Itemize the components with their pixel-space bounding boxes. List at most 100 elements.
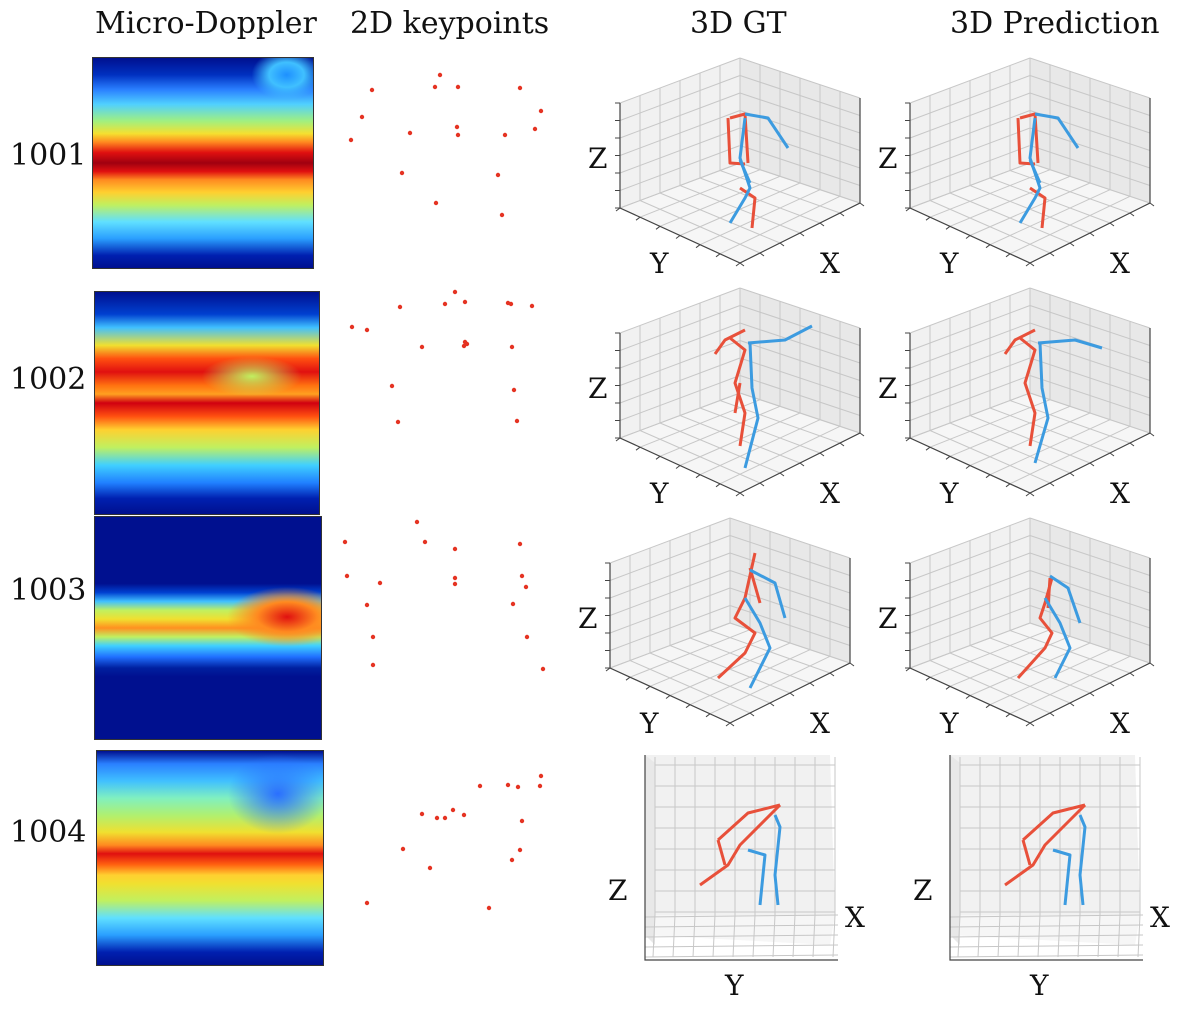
skeleton-limb-blue (1018, 117, 1042, 224)
skeleton-limb-blue (747, 848, 767, 906)
keypoint-dot (377, 580, 383, 586)
keypoint-dot (349, 324, 355, 330)
y-axis-label: Y (649, 477, 669, 508)
keypoint-dot (389, 383, 395, 389)
plot-3d-pred-1003: Z Y X (878, 517, 1155, 738)
micro-doppler-heatmap-1001 (92, 57, 314, 269)
header-micro-doppler: Micro-Doppler (95, 6, 317, 41)
skeleton-limb-red (729, 336, 747, 447)
keypoint-dot (342, 539, 348, 545)
plot-3d-pred-1004: Z Y X (913, 755, 1170, 1002)
keypoint-dot (442, 815, 448, 821)
keypoint-dot (450, 807, 456, 813)
keypoint-dot (432, 84, 438, 90)
x-axis-label: X (820, 247, 840, 278)
x-axis-label: X (845, 901, 865, 934)
keypoint-dot (455, 132, 461, 138)
skeleton-limb-blue (1028, 159, 1042, 184)
keypoints-2d-1001 (348, 72, 544, 218)
skeleton-limb-blue (738, 159, 752, 184)
keypoint-dot (434, 815, 440, 821)
z-axis-label: Z (578, 602, 597, 635)
header-3d-gt: 3D GT (690, 6, 787, 41)
x-axis-label: X (1150, 901, 1170, 934)
keypoint-dot (495, 172, 501, 178)
x-axis-label: X (810, 707, 830, 738)
z-axis-label: Z (878, 602, 897, 635)
keypoint-dot (509, 857, 515, 863)
skeleton-limb-red (716, 552, 757, 680)
x-axis-label: X (1110, 247, 1130, 278)
keypoint-dot (517, 541, 523, 547)
plot-3d-gt-1004: Z Y X (608, 755, 865, 1002)
keypoint-dot (538, 773, 544, 779)
skeleton-limb-red (716, 803, 781, 842)
keypoint-dot (400, 846, 406, 852)
skeleton-limb-blue (1033, 342, 1050, 464)
keypoint-markers (342, 519, 546, 672)
keypoints-2d-1002 (349, 289, 535, 425)
keypoint-dot (523, 584, 529, 590)
header-2d-keypoints: 2D keypoints (350, 6, 550, 41)
y-axis-label: Y (939, 477, 959, 508)
keypoint-dot (442, 301, 448, 307)
keypoint-dot (519, 818, 525, 824)
keypoint-dot (524, 634, 530, 640)
skeleton-limb-red (1019, 336, 1037, 447)
x-axis-label: X (1110, 707, 1130, 738)
keypoint-markers (364, 773, 544, 911)
keypoint-dot (359, 114, 365, 120)
keypoint-dot (464, 341, 470, 347)
skeleton-limb-blue (1043, 597, 1072, 679)
skeleton-limb-red (1021, 803, 1086, 842)
z-axis-label: Z (913, 874, 932, 907)
keypoint-dot (509, 344, 515, 350)
z-axis-label: Z (608, 874, 627, 907)
keypoint-dot (407, 130, 413, 136)
skeleton-limb-red (716, 839, 727, 866)
z-axis-label: Z (878, 372, 897, 405)
keypoint-dot (462, 299, 468, 305)
keypoint-dot (461, 812, 467, 818)
keypoint-dot (511, 387, 517, 393)
keypoint-dot (427, 865, 433, 871)
header-3d-prediction: 3D Prediction (950, 6, 1160, 41)
keypoint-dot (433, 200, 439, 206)
skeleton-limb-blue (1049, 574, 1082, 624)
skeleton-limb-blue (773, 814, 782, 906)
keypoint-markers (349, 289, 535, 425)
row-label-1004: 1004 (10, 815, 87, 850)
y-axis-label: Y (724, 969, 744, 1002)
micro-doppler-heatmap-1002 (94, 291, 320, 515)
skeleton-limb-blue (744, 112, 790, 149)
keypoint-dot (397, 304, 403, 310)
skeleton-limb-blue (747, 324, 813, 345)
skeleton-limb-blue (743, 597, 772, 689)
keypoint-dot (517, 85, 523, 91)
keypoints-2d-1004 (364, 773, 544, 911)
micro-doppler-heatmap-1004 (96, 750, 324, 966)
keypoint-dot (454, 124, 460, 130)
keypoint-dot (399, 170, 405, 176)
keypoint-dot (370, 634, 376, 640)
skeleton-limb-red (739, 186, 757, 229)
keypoint-dot (502, 132, 508, 138)
z-axis-label: Z (588, 142, 607, 175)
keypoint-dot (517, 847, 523, 853)
keypoint-dot (508, 301, 514, 307)
keypoint-dot (499, 212, 505, 218)
keypoint-dot (452, 289, 458, 295)
keypoint-dot (538, 108, 544, 114)
keypoint-dot (395, 419, 401, 425)
x-axis-label: X (820, 477, 840, 508)
skeleton-limb-blue (1052, 848, 1072, 906)
keypoint-dot (414, 519, 420, 525)
keypoint-dot (419, 811, 425, 817)
keypoint-dot (477, 783, 483, 789)
y-axis-label: Y (1029, 969, 1049, 1002)
skeleton-limb-red (1029, 186, 1047, 229)
keypoint-dot (419, 344, 425, 350)
skeleton-limb-blue (1034, 112, 1080, 149)
row-label-1003: 1003 (10, 573, 87, 608)
y-axis-label: Y (649, 247, 669, 278)
